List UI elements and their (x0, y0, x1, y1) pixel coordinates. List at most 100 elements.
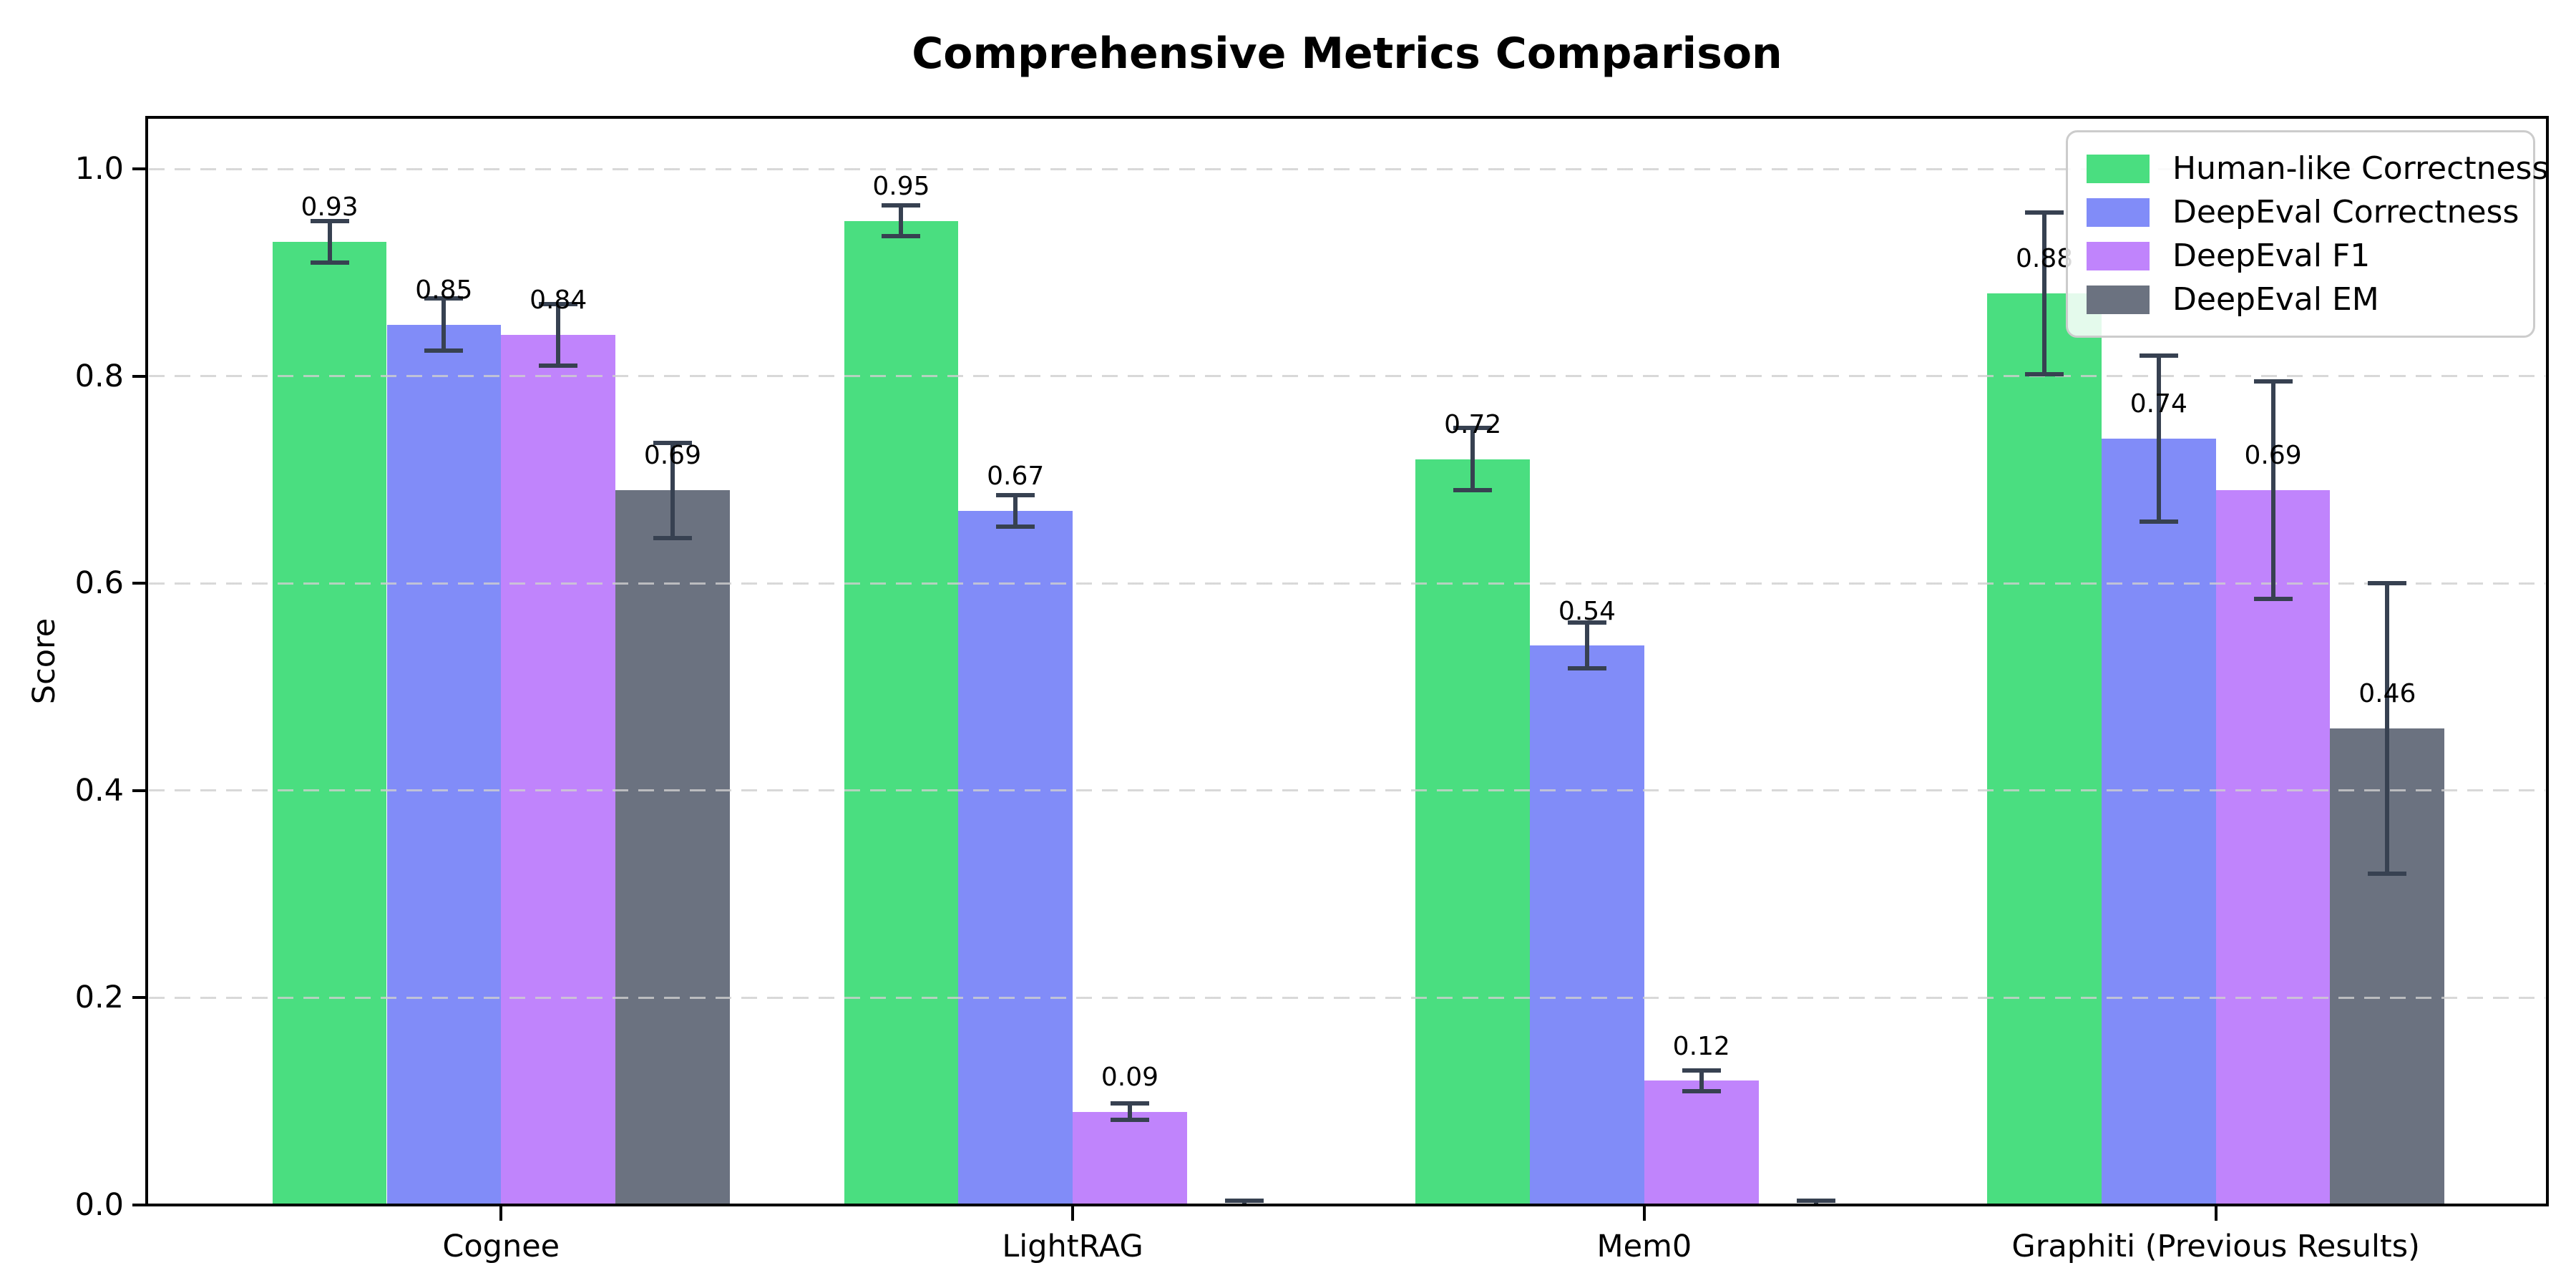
bar (2215, 490, 2331, 1205)
error-bar-cap (1568, 666, 1606, 671)
gridline (149, 375, 2545, 378)
legend-label: DeepEval F1 (2172, 237, 2371, 274)
bar (1530, 645, 1644, 1205)
x-tick-label: Mem0 (1596, 1229, 1692, 1264)
y-tick-mark (132, 789, 147, 792)
x-tick-mark (1642, 1205, 1646, 1221)
error-bar-cap (2139, 519, 2178, 524)
error-bar-cap (1110, 1101, 1149, 1106)
y-tick-mark (132, 374, 147, 378)
error-bar-cap (996, 493, 1035, 498)
error-bar (899, 205, 904, 237)
y-tick-label: 0.4 (74, 772, 124, 809)
x-tick-mark (2214, 1205, 2218, 1221)
error-bar-cap (1453, 426, 1493, 431)
y-tick-mark (132, 996, 147, 1000)
y-tick-label: 0.2 (74, 980, 124, 1016)
bar (1073, 1111, 1187, 1205)
error-bar-cap (1224, 1199, 1264, 1204)
error-bar-cap (2025, 372, 2064, 376)
error-bar-cap (2025, 210, 2064, 215)
x-axis-line (147, 1204, 2547, 1206)
legend-label: Human-like Correctness (2172, 150, 2549, 187)
bar (1644, 1080, 1759, 1205)
bar (615, 490, 730, 1205)
value-label: 0.88 (2015, 244, 2074, 274)
x-tick-label: Graphiti (Previous Results) (2011, 1229, 2420, 1264)
value-label: 0.69 (643, 441, 701, 471)
error-bar-cap (1682, 1088, 1721, 1093)
error-bar (2156, 355, 2161, 522)
error-bar (2042, 213, 2047, 374)
error-bar-cap (2139, 353, 2178, 358)
value-label: 0.95 (872, 171, 930, 201)
error-bar (1127, 1103, 1132, 1121)
bar (1415, 459, 1531, 1205)
y-tick-label: 0.8 (74, 358, 124, 394)
error-bar-cap (882, 234, 921, 239)
error-bar-cap (1796, 1199, 1835, 1204)
gridline (149, 996, 2545, 999)
gridline (149, 582, 2545, 585)
y-tick-label: 0.0 (74, 1187, 124, 1223)
x-tick-label: LightRAG (1002, 1229, 1143, 1264)
x-tick-mark (499, 1205, 503, 1221)
error-bar (1013, 495, 1018, 527)
error-bar (2270, 381, 2275, 600)
top-spine (147, 116, 2547, 119)
bar (1987, 293, 2102, 1205)
y-tick-label: 0.6 (74, 565, 124, 602)
value-label: 0.67 (987, 462, 1045, 492)
error-bar-cap (2368, 871, 2407, 876)
bar (958, 511, 1073, 1205)
error-bar-cap (539, 364, 578, 369)
legend-swatch (2087, 241, 2150, 270)
value-label: 0.85 (415, 275, 473, 305)
error-bar-cap (310, 260, 349, 265)
y-axis-title: Score (26, 618, 62, 705)
error-bar-cap (882, 203, 921, 208)
legend-label: DeepEval Correctness (2172, 193, 2519, 230)
legend-swatch (2087, 285, 2150, 314)
error-bar (2385, 583, 2390, 874)
value-label: 0.12 (1672, 1031, 1730, 1061)
x-tick-label: Cognee (442, 1229, 560, 1264)
value-label: 0.74 (2129, 389, 2187, 419)
value-label: 0.46 (2358, 679, 2416, 709)
error-bar-cap (996, 524, 1035, 529)
error-bar-cap (424, 348, 464, 353)
error-bar (670, 442, 675, 538)
legend-item: DeepEval EM (2087, 278, 2514, 321)
value-label: 0.69 (2244, 441, 2302, 471)
gridline (149, 789, 2545, 792)
error-bar (441, 298, 447, 351)
error-bar-cap (2368, 581, 2407, 586)
legend-swatch (2087, 197, 2150, 227)
error-bar-cap (1682, 1068, 1721, 1073)
error-bar (327, 220, 332, 263)
legend-swatch (2087, 154, 2150, 183)
y-tick-mark (132, 1204, 147, 1206)
y-tick-mark (132, 582, 147, 585)
value-label: 0.09 (1101, 1062, 1159, 1092)
error-bar-cap (424, 296, 464, 301)
gridline (149, 167, 2545, 170)
error-bar-cap (539, 301, 578, 306)
bar (844, 220, 959, 1205)
bar (501, 335, 615, 1205)
legend-item: DeepEval Correctness (2087, 190, 2519, 234)
error-bar-cap (2253, 379, 2293, 384)
error-bar (1470, 428, 1475, 491)
y-tick-label: 1.0 (74, 151, 124, 187)
bar (2101, 438, 2216, 1205)
legend-item: Human-like Correctness (2087, 147, 2548, 190)
y-axis-line (145, 116, 148, 1206)
bar (386, 324, 502, 1205)
x-tick-mark (1071, 1205, 1075, 1221)
legend-item: DeepEval F1 (2087, 234, 2514, 278)
error-bar-cap (1568, 620, 1606, 625)
value-label: 0.84 (530, 286, 587, 316)
error-bar-cap (653, 440, 692, 445)
legend: Human-like Correctness DeepEval Correctne… (2066, 130, 2548, 338)
